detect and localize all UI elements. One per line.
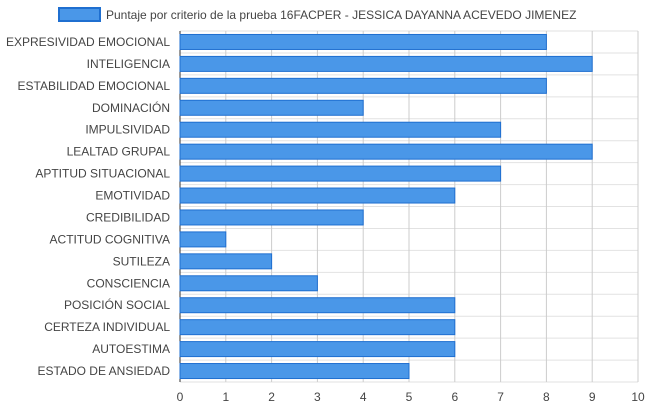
legend-label: Puntaje por criterio de la prueba 16FACP… [106, 8, 576, 22]
bar[interactable] [179, 55, 593, 72]
y-tick-label: APTITUD SITUACIONAL [35, 167, 170, 181]
bar[interactable] [179, 341, 456, 358]
bar[interactable] [179, 297, 456, 314]
y-tick-label: CONSCIENCIA [87, 276, 170, 290]
x-tick-label: 10 [631, 390, 645, 404]
y-tick-label: DOMINACIÓN [92, 100, 170, 115]
y-tick-label: INTELIGENCIA [87, 57, 170, 71]
legend-swatch [58, 7, 101, 22]
y-tick-label: IMPULSIVIDAD [85, 123, 170, 137]
y-tick-label: ACTITUD COGNITIVA [50, 232, 170, 246]
x-tick-label: 4 [360, 390, 367, 404]
y-tick-label: EMOTIVIDAD [95, 189, 170, 203]
y-axis-labels: EXPRESIVIDAD EMOCIONAL INTELIGENCIA ESTABI… [6, 35, 170, 378]
x-tick-label: 9 [589, 390, 596, 404]
bar[interactable] [179, 187, 456, 204]
bar[interactable] [179, 363, 410, 380]
bar[interactable] [179, 231, 227, 248]
bar[interactable] [179, 77, 547, 94]
y-tick-label: ESTADO DE ANSIEDAD [38, 364, 171, 378]
y-tick-label: SUTILEZA [113, 254, 170, 268]
bar[interactable] [179, 275, 318, 292]
x-tick-label: 7 [497, 390, 504, 404]
bar[interactable] [179, 209, 364, 226]
bar[interactable] [179, 99, 364, 116]
x-tick-label: 0 [177, 390, 184, 404]
legend[interactable]: Puntaje por criterio de la prueba 16FACP… [58, 7, 576, 22]
x-tick-label: 3 [314, 390, 321, 404]
x-tick-label: 1 [222, 390, 229, 404]
y-tick-label: ESTABILIDAD EMOCIONAL [18, 79, 171, 93]
x-axis-labels: 0 1 2 3 4 5 6 7 8 9 10 [177, 390, 645, 404]
bar[interactable] [179, 319, 456, 336]
y-tick-label: CERTEZA INDIVIDUAL [44, 320, 170, 334]
y-tick-label: CREDIBILIDAD [86, 210, 170, 224]
bar[interactable] [179, 253, 273, 270]
x-tick-label: 8 [543, 390, 550, 404]
bar[interactable] [179, 165, 502, 182]
y-tick-label: POSICIÓN SOCIAL [64, 297, 170, 312]
bar[interactable] [179, 121, 502, 138]
x-tick-label: 6 [451, 390, 458, 404]
y-tick-label: AUTOESTIMA [92, 342, 170, 356]
x-tick-label: 5 [406, 390, 413, 404]
bars [179, 33, 593, 380]
y-tick-label: EXPRESIVIDAD EMOCIONAL [6, 35, 170, 49]
x-tick-label: 2 [268, 390, 275, 404]
bar[interactable] [179, 33, 547, 50]
y-tick-label: LEALTAD GRUPAL [67, 145, 171, 159]
bar[interactable] [179, 143, 593, 160]
